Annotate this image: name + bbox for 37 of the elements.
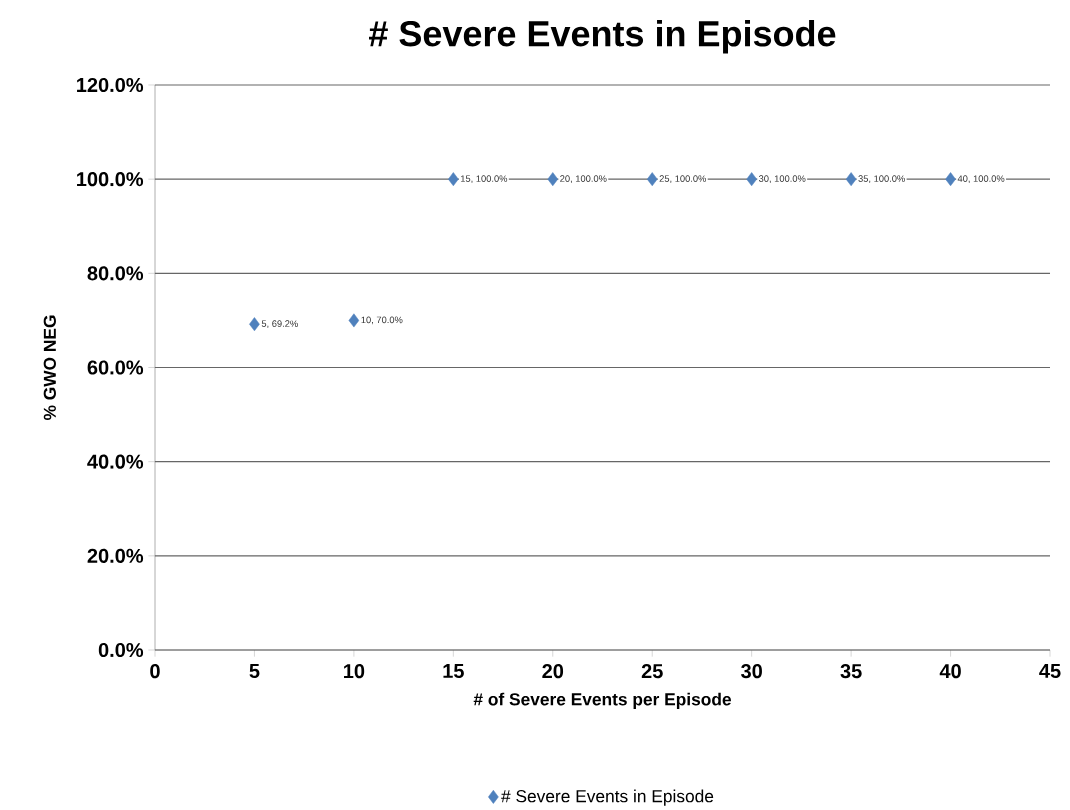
y-tick-label: 100.0% <box>77 172 144 187</box>
x-tick-label: 35 <box>840 664 862 679</box>
data-label: 25, 100.0% <box>659 175 707 184</box>
x-tick-label: 15 <box>443 664 464 678</box>
data-label: 40, 100.0% <box>957 175 1005 184</box>
point <box>448 172 459 187</box>
x-tick-label: 40 <box>939 664 961 679</box>
y-axis-title: % GWO NEG <box>43 315 56 421</box>
y-tick-label: 0.0% <box>98 642 144 658</box>
point <box>348 313 360 328</box>
point <box>746 172 757 187</box>
data-label: 15, 100.0% <box>460 175 508 184</box>
x-axis-title: # of Severe Events per Episode <box>473 692 731 709</box>
y-tick-label: 20.0% <box>87 548 144 563</box>
y-tick-label: 120.0% <box>77 77 144 93</box>
legend-label: # Severe Events in Episode <box>501 789 714 806</box>
y-tick-label: 80.0% <box>87 266 144 281</box>
y-tick-label: 60.0% <box>87 360 144 375</box>
data-label: 20, 100.0% <box>560 175 607 184</box>
x-tick-label: 45 <box>1039 664 1061 678</box>
data-label: 35, 100.0% <box>858 175 905 184</box>
point <box>945 172 956 187</box>
y-tick-label: 40.0% <box>87 454 144 469</box>
x-tick-label: 0 <box>150 664 160 679</box>
point <box>249 317 260 332</box>
x-tick-label: 5 <box>249 664 260 678</box>
point <box>646 172 658 187</box>
x-tick-label: 30 <box>741 664 762 679</box>
x-tick-label: 10 <box>344 664 365 679</box>
point <box>547 172 559 187</box>
x-tick-label: 20 <box>542 664 564 679</box>
data-label: 10, 70.0% <box>361 316 403 325</box>
data-label: 30, 100.0% <box>758 175 806 184</box>
x-tick-label: 25 <box>641 664 663 679</box>
chart-title: # Severe Events in Episode <box>369 20 836 54</box>
point <box>845 172 857 187</box>
data-label: 5, 69.2% <box>261 320 298 329</box>
